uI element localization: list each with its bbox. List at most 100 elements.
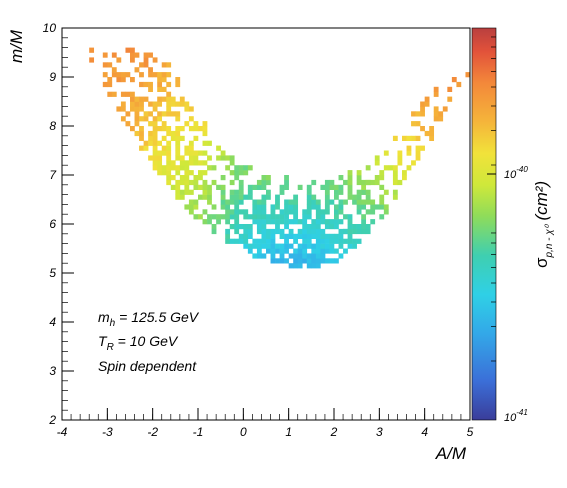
heatmap-cell — [175, 155, 181, 161]
heatmap-cell — [220, 155, 226, 161]
heatmap-cell — [361, 219, 367, 225]
heatmap-cell — [225, 228, 231, 235]
heatmap-cell — [252, 238, 258, 244]
heatmap-cell — [202, 189, 208, 195]
heatmap-cell — [125, 121, 131, 127]
heatmap-cell — [198, 184, 203, 190]
heatmap-cell — [166, 160, 172, 166]
heatmap-cell — [392, 189, 398, 195]
heatmap-cell — [139, 116, 144, 122]
heatmap-cell — [184, 179, 190, 186]
heatmap-cell — [202, 140, 208, 146]
heatmap-cell — [125, 72, 131, 78]
heatmap-cell — [311, 179, 317, 186]
heatmap-cell — [329, 184, 335, 190]
heatmap-cell — [188, 116, 194, 122]
heatmap-cell — [302, 214, 308, 220]
heatmap-cell — [238, 179, 244, 186]
heatmap-cell — [261, 219, 267, 225]
heatmap-cell — [288, 204, 294, 210]
heatmap-cell — [429, 126, 435, 132]
heatmap-cell — [297, 258, 303, 264]
heatmap-cell — [266, 179, 271, 186]
heatmap-cell — [320, 219, 326, 225]
heatmap-cell — [347, 194, 353, 200]
heatmap-cell — [216, 155, 221, 161]
heatmap-cell — [111, 52, 117, 58]
heatmap-cell — [247, 184, 253, 190]
heatmap-cell — [379, 184, 385, 190]
heatmap-cell — [352, 194, 357, 200]
heatmap-cell — [148, 140, 153, 146]
heatmap-cell — [193, 204, 199, 210]
heatmap-cell — [130, 96, 135, 102]
heatmap-cell — [334, 184, 339, 190]
heatmap-cell — [383, 209, 389, 215]
heatmap-cell — [361, 184, 367, 190]
heatmap-cell — [365, 224, 371, 230]
heatmap-cell — [247, 165, 253, 171]
heatmap-cell — [415, 150, 421, 156]
heatmap-cell — [243, 214, 249, 220]
heatmap-cell — [361, 214, 367, 220]
heatmap-cell — [383, 165, 389, 171]
heatmap-cell — [379, 199, 385, 205]
heatmap-cell — [170, 111, 176, 117]
heatmap-cell — [143, 57, 149, 63]
heatmap-cell — [311, 194, 317, 200]
heatmap-cell — [148, 155, 153, 161]
heatmap-cell — [166, 62, 172, 68]
heatmap-cell — [225, 238, 231, 244]
heatmap-cell — [334, 238, 339, 244]
heatmap-cell — [243, 228, 249, 235]
heatmap-cell — [297, 248, 303, 254]
heatmap-cell — [293, 199, 299, 205]
heatmap-cell — [256, 219, 262, 225]
heatmap-cell — [266, 219, 271, 225]
heatmap-cell — [139, 101, 144, 107]
heatmap-cell — [247, 248, 253, 254]
heatmap-cell — [139, 126, 144, 132]
heatmap-cell — [134, 106, 140, 112]
heatmap-cell — [202, 219, 208, 225]
annotation-spin-dependent: Spin dependent — [98, 358, 197, 374]
heatmap-cell — [143, 111, 149, 117]
heatmap-cell — [270, 243, 276, 249]
heatmap-cell — [202, 209, 208, 215]
heatmap-cell — [166, 130, 172, 137]
heatmap-cell — [343, 238, 348, 244]
heatmap-cell — [311, 248, 317, 254]
heatmap-cell — [89, 57, 95, 63]
x-tick-label: 5 — [467, 425, 474, 439]
heatmap-cell — [166, 106, 172, 112]
heatmap-cell — [234, 209, 240, 215]
heatmap-cell — [302, 238, 308, 244]
heatmap-cell — [392, 179, 398, 186]
heatmap-cell — [329, 199, 335, 205]
heatmap-cell — [170, 101, 176, 107]
heatmap-cell — [175, 130, 181, 137]
heatmap-cell — [243, 243, 249, 249]
heatmap-cell — [429, 135, 435, 141]
heatmap-cell — [202, 126, 208, 132]
heatmap-cell — [252, 199, 258, 205]
heatmap-cell — [347, 233, 353, 239]
heatmap-cell — [139, 145, 144, 151]
heatmap-cell — [202, 194, 208, 200]
colorbar-gradient — [471, 27, 497, 421]
heatmap-cell — [179, 189, 185, 195]
heatmap-cell — [166, 150, 172, 156]
heatmap-cell — [188, 160, 194, 166]
heatmap-cell — [302, 243, 308, 249]
heatmap-cell — [175, 165, 181, 171]
heatmap-cell — [238, 199, 244, 205]
heatmap-cell — [175, 126, 181, 132]
y-tick-label: 10 — [43, 21, 57, 35]
heatmap-cell — [125, 111, 131, 117]
heatmap-cell — [207, 165, 212, 171]
heatmap-cell — [107, 77, 113, 83]
heatmap-cell — [279, 219, 285, 225]
heatmap-cell — [374, 204, 380, 210]
heatmap-cell — [392, 194, 398, 200]
